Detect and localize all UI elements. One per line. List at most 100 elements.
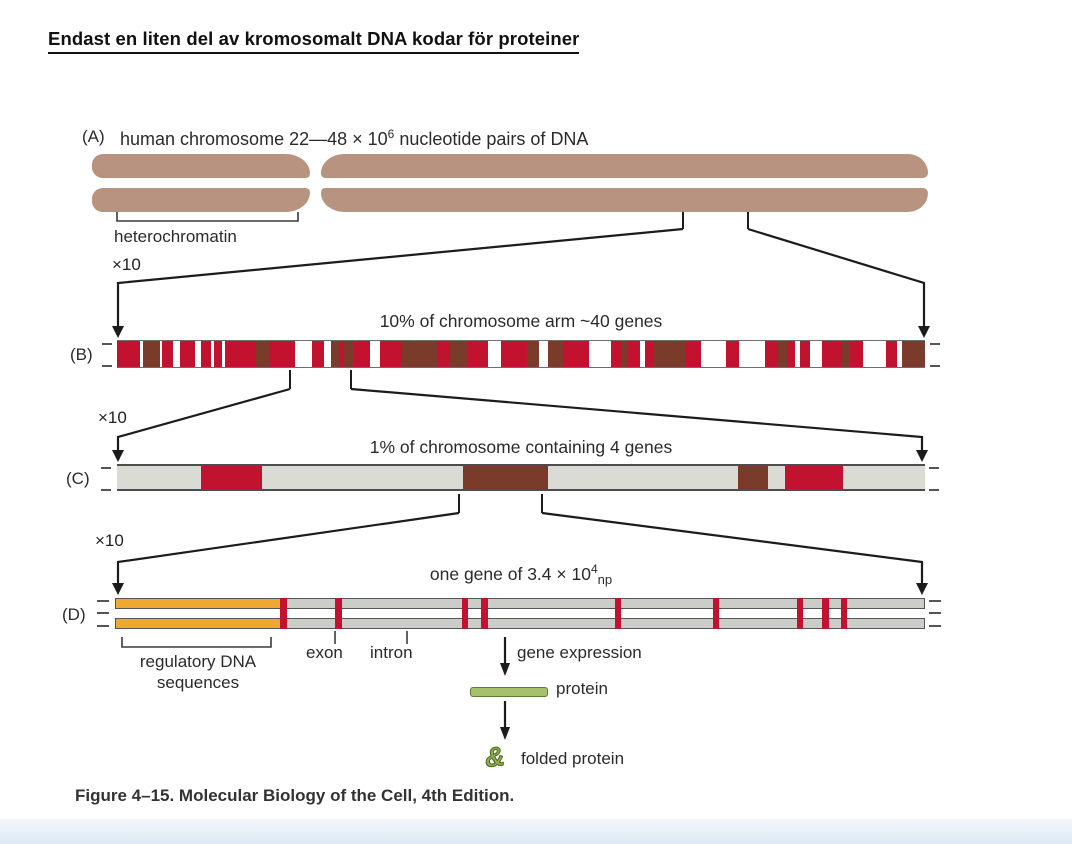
gene-segment [776, 341, 788, 367]
zoom-x10-label-c-d: ×10 [95, 531, 124, 550]
zoom-x10-label-a-b: ×10 [112, 255, 141, 274]
gene-segment [897, 341, 903, 367]
heterochromatin-bracket [116, 212, 299, 222]
gene-segment [400, 341, 437, 367]
gene-segment [312, 341, 324, 367]
regulatory-dna-label: regulatory DNA sequences [108, 651, 288, 693]
intron-label: intron [370, 643, 413, 662]
gene-segment [344, 341, 355, 367]
exon-stripe [797, 598, 804, 629]
gene-segment [563, 341, 589, 367]
gene-segment [653, 341, 687, 367]
gene-segment [162, 341, 173, 367]
gene-segment [339, 341, 345, 367]
exon-label: exon [306, 643, 343, 662]
panel-d-title-text: one gene of 3.4 × 10 [429, 563, 591, 584]
protein-bar [470, 687, 548, 697]
chromosome-short-arm-bottom [92, 188, 310, 212]
gene-expression-label: gene expression [517, 643, 642, 662]
gene-segment [645, 341, 654, 367]
panel-a-caption-suffix: nucleotide pairs of DNA [394, 129, 589, 149]
gene-segment [139, 341, 143, 367]
gene-segment [354, 341, 370, 367]
gene-segment [224, 341, 256, 367]
protein-folding-arrow [500, 701, 510, 740]
gene-segment [449, 341, 468, 367]
panel-c-label: (C) [66, 469, 90, 488]
gene-segment [330, 341, 340, 367]
panel-c-bar [117, 464, 925, 491]
gene-segment [527, 341, 540, 367]
panel-c-title: 1% of chromosome containing 4 genes [369, 437, 673, 457]
gene-segment [840, 341, 850, 367]
gene-segment [738, 466, 769, 489]
panel-a-caption-exponent: 6 [387, 127, 395, 141]
exon-stripe [335, 598, 342, 629]
gene-segment [221, 341, 225, 367]
gene-segment [467, 341, 489, 367]
gene-segment [885, 341, 898, 367]
regulatory-region-top [116, 599, 281, 608]
exon-stripe [461, 598, 469, 629]
gene-segment [501, 341, 528, 367]
exon-stripe [614, 598, 622, 629]
exon-stripe [280, 598, 287, 629]
gene-segment [902, 341, 925, 367]
gene-segment [195, 341, 202, 367]
figure-caption: Figure 4–15. Molecular Biology of the Ce… [75, 786, 515, 805]
gene-segment [117, 341, 140, 367]
gene-segment [849, 341, 864, 367]
regulatory-bracket [121, 637, 272, 648]
chromosome-short-arm-top [92, 154, 310, 178]
gene-segment [799, 341, 810, 367]
page-title: Endast en liten del av kromosomalt DNA k… [48, 28, 580, 54]
gene-segment [380, 341, 401, 367]
zoom-x10-label-b-c: ×10 [98, 408, 127, 427]
panel-a-caption: human chromosome 22—48 × 106 nucleotide … [120, 127, 588, 150]
gene-segment [179, 341, 196, 367]
gene-segment [785, 466, 844, 489]
gene-segment [725, 341, 739, 367]
gene-segment [142, 341, 161, 367]
gene-segment [201, 466, 262, 489]
panel-d-title-exponent: 4 [590, 562, 598, 576]
heterochromatin-label: heterochromatin [114, 227, 237, 246]
gene-segment [294, 341, 313, 367]
gene-segment [488, 341, 502, 367]
gene-segment [764, 341, 777, 367]
gene-segment [213, 341, 222, 367]
regulatory-region-bottom [116, 619, 281, 628]
gene-segment [160, 341, 163, 367]
panel-d-title-unit: np [597, 571, 613, 587]
panel-b-title: 10% of chromosome arm ~40 genes [379, 311, 663, 331]
gene-segment [369, 341, 381, 367]
exon-stripe [822, 598, 829, 629]
gene-segment [787, 341, 796, 367]
gene-segment [621, 341, 628, 367]
dna-strand-bottom [115, 618, 925, 629]
exon-stripe [481, 598, 488, 629]
bottom-band [0, 819, 1072, 844]
gene-segment [686, 341, 701, 367]
folded-protein-icon: & [483, 741, 507, 774]
gene-segment [809, 341, 823, 367]
regulatory-dna-label-line1: regulatory DNA [139, 652, 257, 671]
gene-segment [210, 341, 214, 367]
panel-d-bar [115, 598, 925, 629]
gene-segment [795, 341, 800, 367]
gene-segment [255, 341, 270, 367]
gene-segment [863, 341, 886, 367]
gene-segment [539, 341, 548, 367]
gene-segment [547, 341, 564, 367]
exon-stripe [840, 598, 848, 629]
folded-protein-label: folded protein [521, 749, 625, 768]
gene-segment [588, 341, 612, 367]
dna-strand-top [115, 598, 925, 609]
gene-segment [640, 341, 646, 367]
gene-segment [700, 341, 726, 367]
chromosome-long-arm-top [321, 154, 928, 178]
gene-segment [611, 341, 622, 367]
gene-segment [627, 341, 641, 367]
panel-b-label: (B) [70, 345, 93, 364]
gene-segment [436, 341, 450, 367]
